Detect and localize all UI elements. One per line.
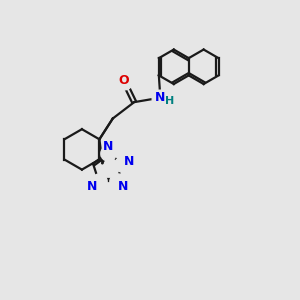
Text: N: N	[124, 155, 135, 168]
Text: N: N	[155, 91, 166, 104]
Text: N: N	[87, 180, 97, 193]
Text: O: O	[118, 74, 129, 87]
Text: N: N	[103, 140, 113, 153]
Text: H: H	[165, 96, 174, 106]
Text: N: N	[118, 180, 128, 193]
